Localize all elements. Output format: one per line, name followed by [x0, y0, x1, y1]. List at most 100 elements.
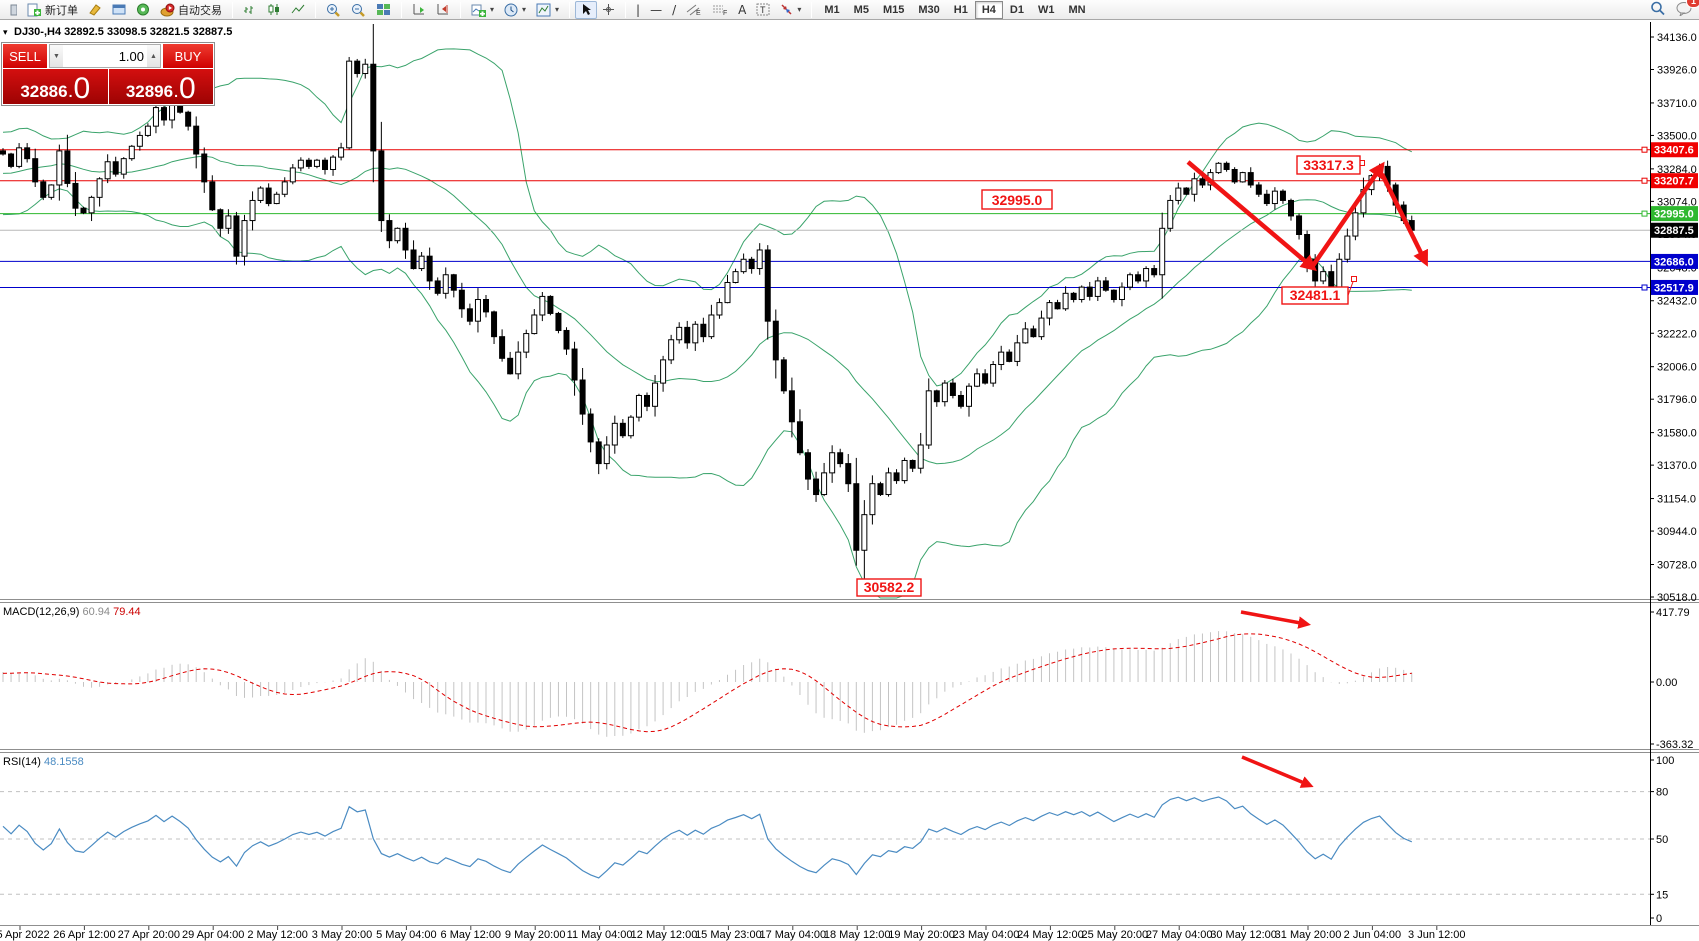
templates-button[interactable]: ▾	[531, 1, 564, 19]
arrows-tool-button[interactable]: ▾	[775, 1, 806, 19]
svg-text:31370.0: 31370.0	[1657, 460, 1697, 472]
price-axis[interactable]	[1650, 22, 1699, 925]
svg-text:-363.32: -363.32	[1656, 739, 1693, 751]
buy-price-main: 32896	[125, 82, 174, 101]
svg-text:15 May 23:00: 15 May 23:00	[695, 929, 762, 941]
svg-text:32517.9: 32517.9	[1654, 282, 1694, 294]
notification-count-badge: 1	[1685, 0, 1699, 8]
oneclick-collapse-icon[interactable]: ▾	[3, 27, 8, 37]
svg-text:19 May 20:00: 19 May 20:00	[888, 929, 955, 941]
navigator-icon[interactable]	[131, 1, 155, 19]
svg-text:2 Jun 04:00: 2 Jun 04:00	[1344, 929, 1402, 941]
buy-button[interactable]: BUY	[163, 44, 213, 68]
svg-text:27 Apr 20:00: 27 Apr 20:00	[118, 929, 180, 941]
candlestick-mode-icon[interactable]	[262, 1, 286, 19]
svg-text:27 May 04:00: 27 May 04:00	[1146, 929, 1213, 941]
new-order-label: 新订单	[45, 4, 78, 17]
svg-text:33284.0: 33284.0	[1657, 164, 1697, 176]
volume-increase-icon[interactable]: ▲	[147, 45, 160, 67]
buy-price-display[interactable]: 32896. 0	[108, 69, 213, 105]
trendline-tool-icon[interactable]: /	[672, 2, 677, 17]
market-watch-icon[interactable]	[107, 1, 131, 19]
add-indicator-button[interactable]: ▾	[466, 1, 499, 19]
rsi-value: 48.1558	[43, 756, 84, 768]
rsi-label: RSI(14) 48.1558	[3, 756, 84, 768]
svg-text:5 May 04:00: 5 May 04:00	[376, 929, 437, 941]
svg-text:2 May 12:00: 2 May 12:00	[247, 929, 308, 941]
volume-decrease-icon[interactable]: ▼	[50, 45, 63, 67]
line-chart-mode-icon[interactable]	[286, 1, 310, 19]
timeframe-button-M30[interactable]: M30	[918, 3, 940, 16]
svg-text:17 May 04:00: 17 May 04:00	[759, 929, 826, 941]
sell-button[interactable]: SELL	[3, 44, 47, 68]
autotrading-button[interactable]: 自动交易	[155, 1, 227, 19]
svg-text:0: 0	[1656, 913, 1662, 925]
cursor-tool-icon[interactable]	[575, 0, 598, 19]
svg-text:33500.0: 33500.0	[1657, 130, 1697, 142]
bollinger-bands	[2, 48, 1413, 599]
svg-text:30 May 12:00: 30 May 12:00	[1210, 929, 1277, 941]
svg-text:100: 100	[1656, 755, 1674, 767]
svg-text:33926.0: 33926.0	[1657, 65, 1697, 77]
add-indicator-icon	[471, 4, 486, 17]
svg-text:18 May 12:00: 18 May 12:00	[824, 929, 891, 941]
timeframe-button-H4[interactable]: H4	[974, 0, 1003, 19]
channel-tool-icon[interactable]: E	[681, 1, 707, 19]
svg-text:32995.0: 32995.0	[1654, 209, 1694, 221]
timeframe-button-M15[interactable]: M15	[882, 3, 905, 16]
price-axis-labels: 34136.0 33926.0 33710.0 33500.0 33284.0 33074…	[1650, 32, 1698, 925]
svg-text:E: E	[696, 10, 701, 16]
new-order-button[interactable]: 新订单	[22, 1, 83, 19]
new-order-icon	[27, 3, 41, 16]
svg-text:30944.0: 30944.0	[1657, 526, 1697, 538]
svg-text:25 Apr 2022: 25 Apr 2022	[0, 929, 50, 941]
template-icon	[536, 3, 551, 16]
search-icon[interactable]	[1650, 1, 1666, 19]
zoom-in-icon[interactable]	[321, 1, 346, 19]
horizontal-level-lines	[0, 146, 1650, 291]
svg-text:32006.0: 32006.0	[1657, 362, 1697, 374]
timeframe-button-W1[interactable]: W1	[1037, 3, 1055, 16]
arrows-tool-icon	[781, 4, 792, 15]
truncated-icon[interactable]	[2, 1, 22, 19]
svg-text:24 May 12:00: 24 May 12:00	[1017, 929, 1084, 941]
svg-text:31 May 20:00: 31 May 20:00	[1275, 929, 1342, 941]
styler-icon[interactable]	[83, 1, 107, 19]
timeframe-button-M1[interactable]: M1	[824, 3, 840, 16]
svg-text:80: 80	[1656, 787, 1668, 799]
text-label-tool-icon[interactable]: T	[751, 1, 775, 19]
arrange-right-icon[interactable]	[431, 1, 455, 19]
fibonacci-tool-icon[interactable]: F	[707, 1, 733, 19]
svg-text:32887.5: 32887.5	[1654, 225, 1694, 237]
svg-text:32481.1: 32481.1	[1290, 287, 1341, 303]
svg-text:31796.0: 31796.0	[1657, 394, 1697, 406]
periods-button[interactable]: ▾	[499, 1, 531, 19]
macd-main-value: 60.94	[82, 606, 111, 618]
svg-text:32995.0: 32995.0	[992, 192, 1043, 208]
arrange-left-icon[interactable]	[407, 1, 431, 19]
timeframe-button-M5[interactable]: M5	[853, 3, 869, 16]
svg-text:31580.0: 31580.0	[1657, 428, 1697, 440]
zoom-out-icon[interactable]	[346, 1, 371, 19]
buy-price-pips: 0	[178, 72, 196, 105]
trend-arrows	[1186, 160, 1428, 788]
tile-windows-icon[interactable]	[371, 1, 396, 19]
timeframe-group: M1 M5 M15 M30 H1 H4 D1 W1 MN	[815, 0, 1094, 20]
time-axis[interactable]	[0, 926, 1650, 941]
vertical-line-tool-icon[interactable]: |	[636, 2, 641, 17]
notifications-icon[interactable]: 1	[1676, 0, 1699, 19]
timeframe-button-H1[interactable]: H1	[953, 3, 968, 16]
text-tool-icon[interactable]: A	[738, 2, 747, 17]
timeframe-button-D1[interactable]: D1	[1009, 3, 1024, 16]
sell-price-display[interactable]: 32886. 0	[3, 69, 108, 104]
volume-input[interactable]	[63, 45, 147, 67]
svg-text:31154.0: 31154.0	[1657, 494, 1696, 506]
bar-chart-mode-icon[interactable]	[238, 1, 262, 19]
horizontal-line-tool-icon[interactable]: —	[650, 2, 663, 17]
svg-text:30582.2: 30582.2	[864, 579, 915, 595]
timeframe-button-MN[interactable]: MN	[1068, 3, 1086, 16]
crosshair-tool-icon[interactable]	[597, 1, 620, 19]
svg-text:9 May 20:00: 9 May 20:00	[505, 929, 566, 941]
svg-text:32222.0: 32222.0	[1657, 328, 1697, 340]
